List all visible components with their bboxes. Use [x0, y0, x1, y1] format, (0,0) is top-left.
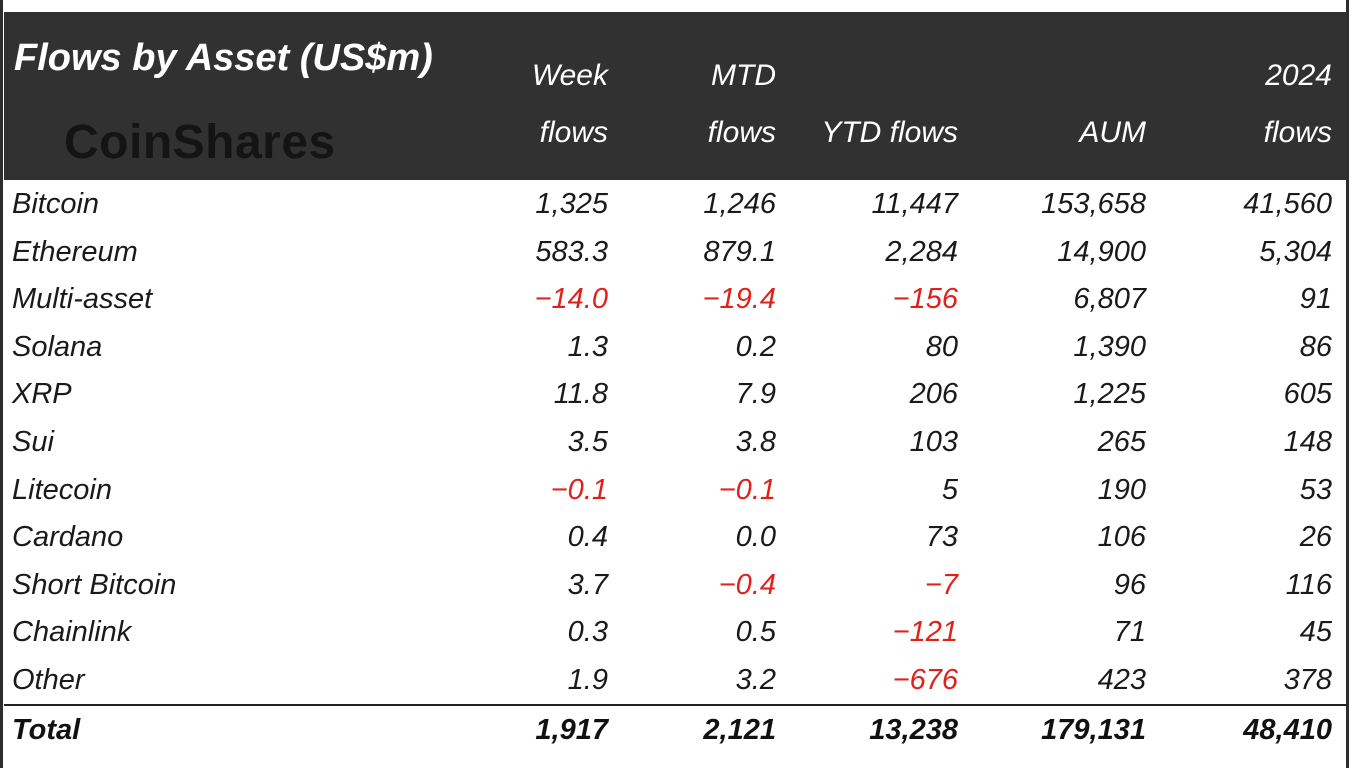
table-row: Litecoin −0.1 −0.1 5 190 53	[0, 466, 1349, 514]
cell-ytd: 5	[941, 473, 958, 506]
table-row: Multi-asset −14.0 −19.4 −156 6,807 91	[0, 275, 1349, 323]
cell-ytd: 206	[909, 378, 958, 411]
total-row: Total 1,917 2,121 13,238 179,131 48,410	[0, 706, 1349, 754]
cell-ytd: 80	[925, 330, 958, 363]
cell-aum: 265	[1097, 426, 1146, 458]
asset-name: Multi-asset	[12, 283, 153, 316]
asset-name: Short Bitcoin	[12, 568, 177, 601]
cell-y2024: 91	[1299, 283, 1332, 316]
cell-aum: 423	[1097, 664, 1146, 696]
table-row: Ethereum 583.3 879.1 2,284 14,900 5,304	[0, 228, 1349, 276]
column-header-week-line1: Week	[531, 59, 608, 92]
cell-week: 0.3	[567, 616, 608, 649]
cell-y2024: 41,560	[1243, 188, 1332, 220]
cell-week: 3.5	[567, 426, 608, 458]
table-row: Sui 3.5 3.8 103 265 148	[0, 418, 1349, 466]
cell-ytd: −156	[892, 283, 958, 316]
cell-ytd: 103	[909, 426, 958, 458]
cell-mtd: 0.2	[735, 330, 776, 363]
cell-mtd: 0.0	[735, 521, 776, 554]
cell-mtd: 1,246	[703, 188, 776, 220]
cell-mtd: −0.1	[718, 473, 776, 506]
cell-week: 1.9	[567, 664, 608, 696]
table-row: XRP 11.8 7.9 206 1,225 605	[0, 370, 1349, 418]
cell-aum: 96	[1113, 568, 1146, 601]
cell-ytd: −676	[892, 664, 958, 696]
cell-week: 583.3	[535, 235, 608, 268]
cell-week: 11.8	[553, 378, 608, 411]
cell-week: 1,325	[535, 188, 608, 220]
cell-week: 3.7	[567, 568, 608, 601]
cell-mtd: −19.4	[702, 283, 776, 316]
column-header-aum-line2: AUM	[1079, 116, 1146, 149]
cell-ytd: 13,238	[869, 714, 958, 746]
cell-y2024: 53	[1299, 473, 1332, 506]
table-row: Bitcoin 1,325 1,246 11,447 153,658 41,560	[0, 180, 1349, 228]
cell-ytd: 2,284	[885, 235, 958, 268]
cell-ytd: −7	[924, 568, 958, 601]
cell-mtd: 3.8	[735, 426, 776, 458]
cell-mtd: 7.9	[735, 378, 776, 411]
cell-y2024: 378	[1283, 664, 1332, 696]
table-row: Short Bitcoin 3.7 −0.4 −7 96 116	[0, 561, 1349, 609]
table-header: Flows by Asset (US$m) CoinShares Week flo…	[4, 12, 1347, 180]
column-header-y2024-line1: 2024	[1265, 59, 1332, 92]
cell-ytd: 73	[925, 521, 958, 554]
asset-name: Other	[12, 664, 85, 696]
coinshares-logo: CoinShares	[64, 116, 336, 169]
cell-week: −0.1	[550, 473, 608, 506]
cell-aum: 153,658	[1041, 188, 1146, 220]
asset-name: Bitcoin	[12, 188, 100, 220]
asset-name: Ethereum	[12, 235, 138, 268]
cell-y2024: 26	[1299, 521, 1332, 554]
table-row: Solana 1.3 0.2 80 1,390 86	[0, 323, 1349, 371]
cell-y2024: 45	[1299, 616, 1332, 649]
cell-week: 1.3	[567, 330, 608, 363]
cell-aum: 106	[1097, 521, 1146, 554]
cell-aum: 190	[1097, 473, 1146, 506]
cell-mtd: 0.5	[735, 616, 776, 649]
total-separator	[4, 704, 1347, 706]
cell-y2024: 605	[1283, 378, 1332, 411]
cell-week: 0.4	[567, 521, 608, 554]
asset-name: Litecoin	[12, 473, 112, 506]
cell-mtd: 2,121	[703, 714, 776, 746]
cell-mtd: −0.4	[718, 568, 776, 601]
column-header-mtd-line1: MTD	[711, 59, 776, 92]
cell-mtd: 3.2	[735, 664, 776, 696]
cell-aum: 14,900	[1057, 235, 1146, 268]
cell-aum: 1,225	[1073, 378, 1146, 411]
table-row: Cardano 0.4 0.0 73 106 26	[0, 513, 1349, 561]
column-header-week-line2: flows	[539, 116, 608, 149]
cell-aum: 1,390	[1073, 330, 1146, 363]
cell-aum: 179,131	[1041, 714, 1146, 746]
column-header-mtd-line2: flows	[707, 116, 776, 149]
column-header-y2024-line2: flows	[1263, 116, 1332, 149]
asset-name: Total	[12, 714, 81, 746]
cell-week: −14.0	[534, 283, 608, 316]
column-header-ytd-line2: YTD flows	[821, 116, 958, 149]
cell-aum: 6,807	[1073, 283, 1146, 316]
asset-name: Sui	[12, 426, 54, 458]
cell-y2024: 48,410	[1243, 714, 1332, 746]
cell-ytd: −121	[892, 616, 958, 649]
cell-mtd: 879.1	[703, 235, 776, 268]
table-row: Chainlink 0.3 0.5 −121 71 45	[0, 608, 1349, 656]
cell-aum: 71	[1113, 616, 1146, 649]
cell-y2024: 116	[1285, 568, 1332, 601]
table-row: Other 1.9 3.2 −676 423 378	[0, 656, 1349, 704]
asset-name: Solana	[12, 330, 103, 363]
cell-week: 1,917	[535, 714, 608, 746]
asset-name: Cardano	[12, 521, 124, 554]
asset-name: XRP	[12, 378, 72, 411]
cell-ytd: 11,447	[871, 188, 958, 220]
cell-y2024: 148	[1283, 426, 1332, 458]
table-title: Flows by Asset (US$m)	[14, 37, 433, 79]
cell-y2024: 86	[1299, 330, 1332, 363]
cell-y2024: 5,304	[1259, 235, 1332, 268]
asset-name: Chainlink	[12, 616, 132, 649]
